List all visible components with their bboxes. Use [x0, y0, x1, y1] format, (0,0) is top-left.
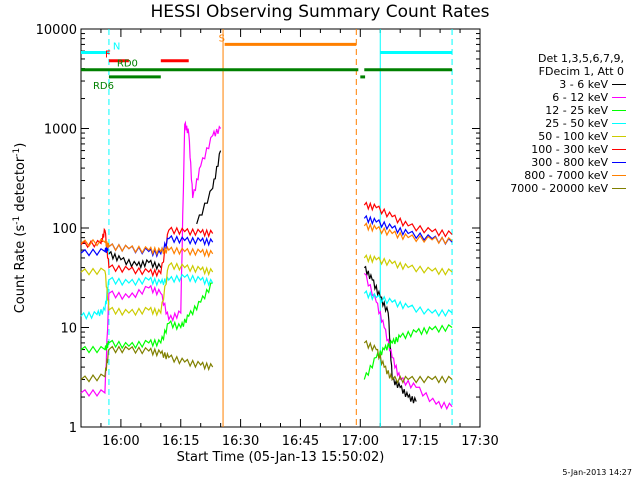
series-line-6-12-kev	[80, 120, 222, 397]
x-tick-label: 16:00	[102, 434, 139, 449]
y-tick-label: 10000	[36, 23, 77, 38]
legend-entry: 7000 - 20000 keV	[480, 182, 630, 195]
legend-entry: 100 - 300 keV	[480, 143, 630, 156]
legend-swatch	[612, 162, 626, 163]
legend-label: 800 - 7000 keV	[524, 169, 608, 182]
series-line-100-300-kev	[80, 226, 214, 278]
series-line-7000-20000-kev	[363, 339, 453, 384]
series-line-25-50-kev	[363, 289, 453, 318]
legend-label: 300 - 800 keV	[531, 156, 608, 169]
legend-swatch	[612, 188, 626, 189]
legend-label: 50 - 100 keV	[538, 130, 608, 143]
x-tick-label: 17:30	[461, 434, 498, 449]
y-tick-label: 10	[60, 322, 77, 337]
series-line-50-100-kev	[363, 253, 453, 276]
series-line-300-800-kev	[363, 214, 453, 246]
series-line-7000-20000-kev	[80, 345, 214, 383]
flag-label: RD0	[117, 59, 138, 70]
legend-header-line2: FDecim 1, Att 0	[538, 65, 624, 78]
legend-label: 100 - 300 keV	[531, 143, 608, 156]
series-line-3-6-kev	[108, 250, 162, 271]
legend-label: 6 - 12 keV	[552, 91, 608, 104]
legend-label: 3 - 6 keV	[559, 78, 608, 91]
x-tick-label: 17:00	[342, 434, 379, 449]
legend-entry: 12 - 25 keV	[480, 104, 630, 117]
series-line-3-6-kev	[196, 150, 222, 225]
x-tick-label: 16:45	[282, 434, 319, 449]
legend-entry: 300 - 800 keV	[480, 156, 630, 169]
flag-label: S	[219, 33, 225, 44]
x-tick-label: 16:15	[162, 434, 199, 449]
legend-entry: 25 - 50 keV	[480, 117, 630, 130]
legend-entry: 50 - 100 keV	[480, 130, 630, 143]
legend: Det 1,3,5,6,7,9, FDecim 1, Att 0 3 - 6 k…	[480, 52, 630, 195]
legend-swatch	[612, 136, 626, 137]
series-line-50-100-kev	[80, 261, 214, 317]
flag-label: N	[113, 42, 120, 53]
footer-date: 5-Jan-2013 14:27	[562, 468, 632, 477]
x-tick-label: 16:30	[222, 434, 259, 449]
legend-entry: 800 - 7000 keV	[480, 169, 630, 182]
y-tick-label: 1	[69, 421, 77, 436]
legend-entry: 3 - 6 keV	[480, 78, 630, 91]
x-axis-label: Start Time (05-Jan-13 15:50:02)	[177, 450, 385, 465]
x-tick-label: 17:15	[401, 434, 438, 449]
legend-label: 12 - 25 keV	[545, 104, 608, 117]
y-tick-label: 1000	[44, 123, 77, 138]
y-axis-label: Count Rate (s-1 detector-1)	[12, 143, 28, 314]
series-line-100-300-kev	[363, 201, 453, 238]
series-line-6-12-kev	[363, 272, 453, 411]
legend-swatch	[612, 175, 626, 176]
flag-label: F	[105, 50, 111, 61]
series-line-25-50-kev	[80, 273, 214, 321]
series-line-800-7000-kev	[80, 238, 214, 259]
series-line-800-7000-kev	[363, 222, 453, 245]
flag-label: RD6	[93, 81, 114, 92]
legend-swatch	[612, 97, 626, 98]
legend-label: 7000 - 20000 keV	[510, 182, 608, 195]
plot-frame	[80, 28, 481, 428]
legend-swatch	[612, 123, 626, 124]
legend-label: 25 - 50 keV	[545, 117, 608, 130]
legend-swatch	[612, 149, 626, 150]
chart-title: HESSI Observing Summary Count Rates	[150, 2, 490, 22]
legend-header-line1: Det 1,3,5,6,7,9,	[537, 52, 624, 65]
series-line-12-25-kev	[80, 282, 213, 354]
y-tick-label: 100	[52, 222, 77, 237]
legend-entry: 6 - 12 keV	[480, 91, 630, 104]
legend-swatch	[612, 84, 626, 85]
legend-swatch	[612, 110, 626, 111]
